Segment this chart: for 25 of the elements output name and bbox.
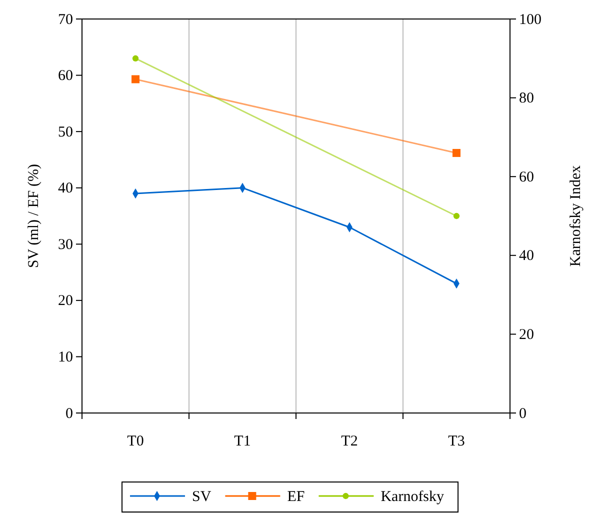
legend-label: Karnofsky: [380, 489, 445, 505]
point: [132, 75, 140, 84]
x-tick-label: T3: [448, 434, 465, 450]
x-tick-label: T1: [234, 434, 251, 450]
y-tick-label: 50: [58, 124, 73, 140]
y-tick-label: 60: [58, 68, 73, 84]
y-tick-label: 0: [66, 406, 73, 422]
y2-tick-label: 80: [519, 90, 534, 107]
y-tick-label: 70: [58, 12, 73, 28]
x-tick-label: T0: [127, 434, 144, 450]
y2-tick-label: 20: [519, 327, 534, 343]
y-tick-label: 40: [58, 180, 73, 197]
point: [452, 148, 460, 157]
legend-label: EF: [287, 489, 305, 505]
y2-tick-label: 40: [519, 248, 534, 264]
legend-label: SV: [192, 489, 212, 505]
y2-tick-label: 100: [519, 12, 542, 28]
y-axis-title: SV (ml) / EF (%): [26, 164, 42, 268]
x-tick-label: T2: [341, 434, 358, 450]
y-tick-label: 30: [58, 236, 73, 253]
y2-tick-label: 60: [519, 169, 534, 186]
y-tick-label: 10: [58, 350, 73, 366]
y2-tick-label: 0: [519, 406, 526, 422]
y2-axis-title: Karnofsky Index: [568, 164, 584, 267]
y-tick-label: 20: [58, 293, 73, 310]
